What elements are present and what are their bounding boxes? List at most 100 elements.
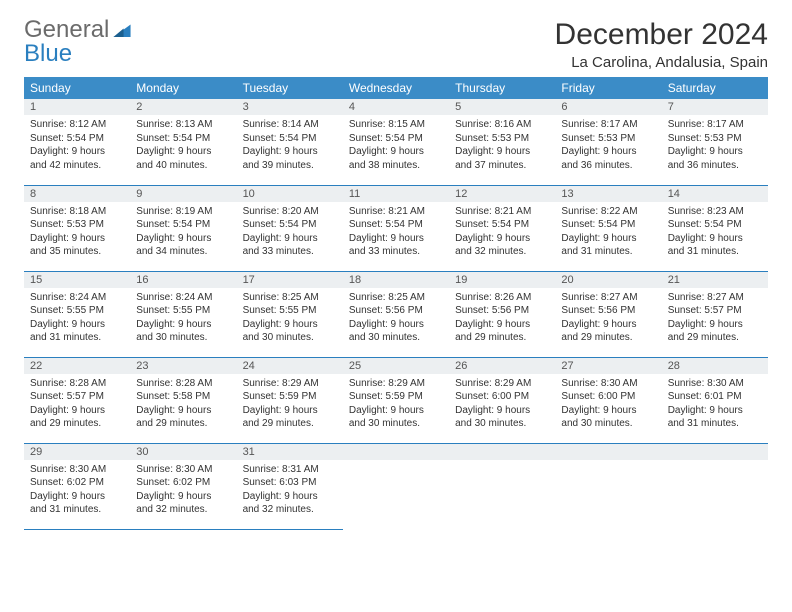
sunrise-text: Sunrise: 8:29 AM <box>243 377 337 391</box>
day-details: Sunrise: 8:21 AMSunset: 5:54 PMDaylight:… <box>343 202 449 263</box>
daylight-text-2: and 30 minutes. <box>243 331 337 345</box>
day-number: 5 <box>449 99 555 115</box>
sunset-text: Sunset: 5:53 PM <box>561 132 655 146</box>
sunset-text: Sunset: 5:57 PM <box>30 390 124 404</box>
day-number: 16 <box>130 272 236 288</box>
calendar-week-row: 22Sunrise: 8:28 AMSunset: 5:57 PMDayligh… <box>24 357 768 443</box>
daylight-text-1: Daylight: 9 hours <box>136 318 230 332</box>
daylight-text-2: and 31 minutes. <box>30 331 124 345</box>
sunrise-text: Sunrise: 8:20 AM <box>243 205 337 219</box>
calendar-week-row: 8Sunrise: 8:18 AMSunset: 5:53 PMDaylight… <box>24 185 768 271</box>
calendar-week-row: 15Sunrise: 8:24 AMSunset: 5:55 PMDayligh… <box>24 271 768 357</box>
calendar-day-cell: 26Sunrise: 8:29 AMSunset: 6:00 PMDayligh… <box>449 357 555 443</box>
weekday-header: Sunday <box>24 77 130 99</box>
sunset-text: Sunset: 5:54 PM <box>455 218 549 232</box>
day-number: 24 <box>237 358 343 374</box>
calendar-day-cell: 25Sunrise: 8:29 AMSunset: 5:59 PMDayligh… <box>343 357 449 443</box>
day-number: 6 <box>555 99 661 115</box>
sunset-text: Sunset: 6:01 PM <box>668 390 762 404</box>
daylight-text-1: Daylight: 9 hours <box>30 232 124 246</box>
empty-day-number <box>662 444 768 460</box>
empty-day-body <box>343 460 449 520</box>
sunrise-text: Sunrise: 8:17 AM <box>668 118 762 132</box>
calendar-day-cell: 2Sunrise: 8:13 AMSunset: 5:54 PMDaylight… <box>130 99 236 185</box>
daylight-text-2: and 33 minutes. <box>349 245 443 259</box>
day-number: 9 <box>130 186 236 202</box>
day-details: Sunrise: 8:31 AMSunset: 6:03 PMDaylight:… <box>237 460 343 521</box>
daylight-text-1: Daylight: 9 hours <box>136 404 230 418</box>
daylight-text-1: Daylight: 9 hours <box>668 145 762 159</box>
calendar-day-cell: 15Sunrise: 8:24 AMSunset: 5:55 PMDayligh… <box>24 271 130 357</box>
sunrise-text: Sunrise: 8:27 AM <box>668 291 762 305</box>
sunrise-text: Sunrise: 8:30 AM <box>561 377 655 391</box>
day-details: Sunrise: 8:20 AMSunset: 5:54 PMDaylight:… <box>237 202 343 263</box>
day-number: 18 <box>343 272 449 288</box>
sunrise-text: Sunrise: 8:14 AM <box>243 118 337 132</box>
day-number: 4 <box>343 99 449 115</box>
calendar-day-cell: 31Sunrise: 8:31 AMSunset: 6:03 PMDayligh… <box>237 443 343 529</box>
empty-day-number <box>343 444 449 460</box>
sunset-text: Sunset: 5:54 PM <box>30 132 124 146</box>
calendar-day-cell: 17Sunrise: 8:25 AMSunset: 5:55 PMDayligh… <box>237 271 343 357</box>
sunrise-text: Sunrise: 8:30 AM <box>136 463 230 477</box>
day-number: 11 <box>343 186 449 202</box>
sunrise-text: Sunrise: 8:23 AM <box>668 205 762 219</box>
calendar-day-cell: 14Sunrise: 8:23 AMSunset: 5:54 PMDayligh… <box>662 185 768 271</box>
day-details: Sunrise: 8:24 AMSunset: 5:55 PMDaylight:… <box>24 288 130 349</box>
daylight-text-1: Daylight: 9 hours <box>30 145 124 159</box>
calendar-day-cell: 22Sunrise: 8:28 AMSunset: 5:57 PMDayligh… <box>24 357 130 443</box>
day-number: 2 <box>130 99 236 115</box>
calendar-day-cell: 8Sunrise: 8:18 AMSunset: 5:53 PMDaylight… <box>24 185 130 271</box>
daylight-text-1: Daylight: 9 hours <box>136 145 230 159</box>
sunset-text: Sunset: 5:54 PM <box>243 218 337 232</box>
day-details: Sunrise: 8:24 AMSunset: 5:55 PMDaylight:… <box>130 288 236 349</box>
sunset-text: Sunset: 5:54 PM <box>668 218 762 232</box>
title-block: December 2024 La Carolina, Andalusia, Sp… <box>555 18 768 71</box>
sunrise-text: Sunrise: 8:21 AM <box>455 205 549 219</box>
calendar-table: Sunday Monday Tuesday Wednesday Thursday… <box>24 77 768 530</box>
daylight-text-1: Daylight: 9 hours <box>243 404 337 418</box>
day-details: Sunrise: 8:15 AMSunset: 5:54 PMDaylight:… <box>343 115 449 176</box>
day-details: Sunrise: 8:23 AMSunset: 5:54 PMDaylight:… <box>662 202 768 263</box>
daylight-text-1: Daylight: 9 hours <box>668 232 762 246</box>
sunset-text: Sunset: 6:03 PM <box>243 476 337 490</box>
calendar-day-cell: 7Sunrise: 8:17 AMSunset: 5:53 PMDaylight… <box>662 99 768 185</box>
calendar-day-cell: 4Sunrise: 8:15 AMSunset: 5:54 PMDaylight… <box>343 99 449 185</box>
sunset-text: Sunset: 5:55 PM <box>243 304 337 318</box>
daylight-text-2: and 37 minutes. <box>455 159 549 173</box>
weekday-header-row: Sunday Monday Tuesday Wednesday Thursday… <box>24 77 768 99</box>
day-details: Sunrise: 8:25 AMSunset: 5:55 PMDaylight:… <box>237 288 343 349</box>
daylight-text-2: and 29 minutes. <box>30 417 124 431</box>
daylight-text-2: and 29 minutes. <box>455 331 549 345</box>
daylight-text-2: and 29 minutes. <box>561 331 655 345</box>
sunrise-text: Sunrise: 8:19 AM <box>136 205 230 219</box>
daylight-text-1: Daylight: 9 hours <box>243 490 337 504</box>
sunrise-text: Sunrise: 8:24 AM <box>30 291 124 305</box>
daylight-text-2: and 38 minutes. <box>349 159 443 173</box>
logo-word-1: General <box>24 16 109 43</box>
day-number: 17 <box>237 272 343 288</box>
calendar-day-cell: 6Sunrise: 8:17 AMSunset: 5:53 PMDaylight… <box>555 99 661 185</box>
sunrise-text: Sunrise: 8:17 AM <box>561 118 655 132</box>
daylight-text-1: Daylight: 9 hours <box>136 490 230 504</box>
daylight-text-2: and 30 minutes. <box>136 331 230 345</box>
empty-day-number <box>555 444 661 460</box>
calendar-day-cell: 16Sunrise: 8:24 AMSunset: 5:55 PMDayligh… <box>130 271 236 357</box>
calendar-day-cell: 1Sunrise: 8:12 AMSunset: 5:54 PMDaylight… <box>24 99 130 185</box>
day-details: Sunrise: 8:26 AMSunset: 5:56 PMDaylight:… <box>449 288 555 349</box>
day-number: 15 <box>24 272 130 288</box>
day-details: Sunrise: 8:30 AMSunset: 6:02 PMDaylight:… <box>130 460 236 521</box>
sunset-text: Sunset: 5:55 PM <box>30 304 124 318</box>
day-number: 29 <box>24 444 130 460</box>
calendar-day-cell: 20Sunrise: 8:27 AMSunset: 5:56 PMDayligh… <box>555 271 661 357</box>
sunrise-text: Sunrise: 8:25 AM <box>243 291 337 305</box>
sunset-text: Sunset: 5:57 PM <box>668 304 762 318</box>
day-details: Sunrise: 8:25 AMSunset: 5:56 PMDaylight:… <box>343 288 449 349</box>
daylight-text-2: and 32 minutes. <box>455 245 549 259</box>
location-text: La Carolina, Andalusia, Spain <box>555 54 768 71</box>
day-details: Sunrise: 8:30 AMSunset: 6:02 PMDaylight:… <box>24 460 130 521</box>
daylight-text-1: Daylight: 9 hours <box>561 232 655 246</box>
sunrise-text: Sunrise: 8:18 AM <box>30 205 124 219</box>
daylight-text-2: and 30 minutes. <box>349 417 443 431</box>
sunset-text: Sunset: 5:59 PM <box>243 390 337 404</box>
